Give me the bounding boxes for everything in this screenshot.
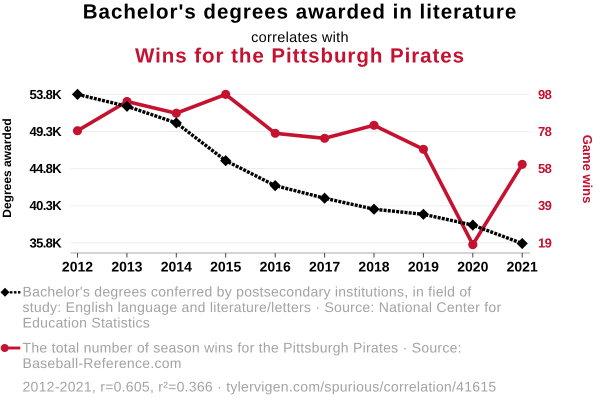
svg-text:Bachelor's degrees awarded in: Bachelor's degrees awarded in literature (83, 0, 518, 23)
svg-text:Wins for the Pittsburgh Pirate: Wins for the Pittsburgh Pirates (135, 44, 465, 67)
svg-text:39: 39 (538, 198, 552, 213)
svg-text:78: 78 (538, 124, 552, 139)
svg-text:53.8K: 53.8K (30, 87, 63, 102)
svg-text:correlates with: correlates with (251, 30, 349, 46)
svg-text:2012-2021, r=0.605, r²=0.366 ·: 2012-2021, r=0.605, r²=0.366 · tylervige… (23, 378, 497, 394)
svg-text:98: 98 (538, 87, 552, 102)
svg-text:2021: 2021 (507, 259, 538, 275)
svg-text:35.8K: 35.8K (30, 235, 63, 250)
svg-text:2020: 2020 (457, 259, 488, 275)
svg-text:40.3K: 40.3K (30, 198, 63, 213)
svg-text:2019: 2019 (408, 259, 439, 275)
svg-text:Baseball-Reference.com: Baseball-Reference.com (23, 355, 182, 371)
svg-text:58: 58 (538, 161, 552, 176)
svg-text:2013: 2013 (111, 259, 142, 275)
svg-text:2012: 2012 (62, 259, 93, 275)
svg-text:Education Statistics: Education Statistics (23, 315, 151, 331)
svg-text:2015: 2015 (210, 259, 241, 275)
svg-text:49.3K: 49.3K (30, 124, 63, 139)
svg-text:Degrees awarded: Degrees awarded (0, 118, 14, 217)
svg-text:Game wins: Game wins (580, 135, 595, 204)
svg-text:The total number of season win: The total number of season wins for the … (23, 339, 462, 355)
svg-text:2017: 2017 (309, 259, 340, 275)
svg-text:Bachelor's degrees conferred b: Bachelor's degrees conferred by postseco… (23, 284, 472, 300)
svg-text:2014: 2014 (161, 259, 192, 275)
svg-text:study: English language and li: study: English language and literature/l… (23, 299, 502, 315)
svg-text:2016: 2016 (260, 259, 291, 275)
svg-text:19: 19 (538, 235, 552, 250)
svg-text:2018: 2018 (358, 259, 389, 275)
svg-text:44.8K: 44.8K (30, 161, 63, 176)
